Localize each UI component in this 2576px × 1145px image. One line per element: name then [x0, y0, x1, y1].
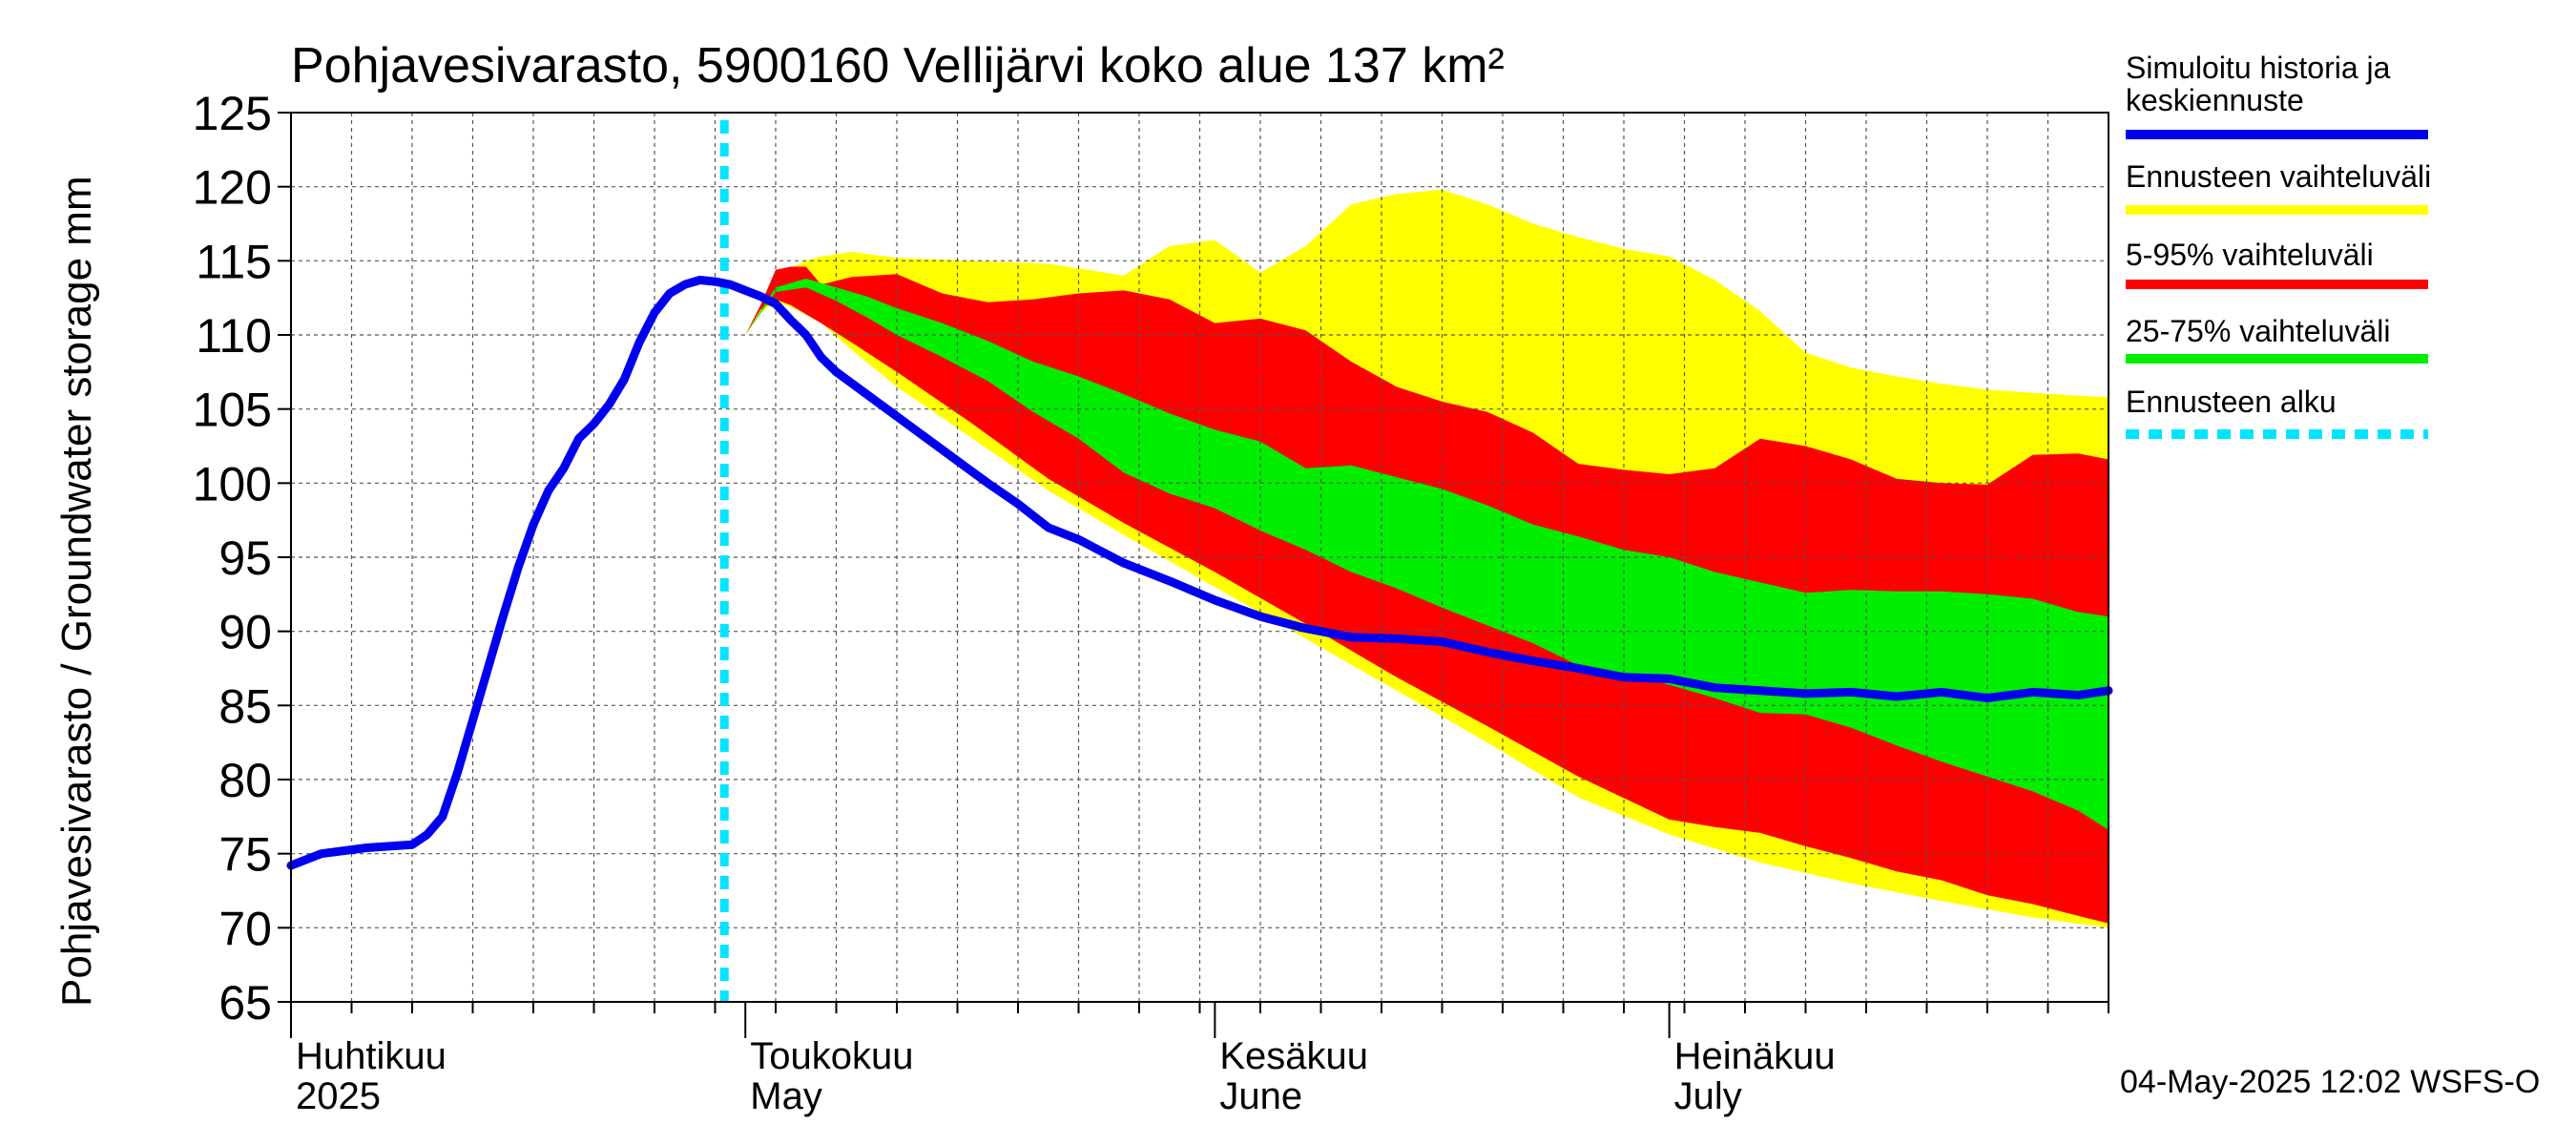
legend-label: Ennusteen alku — [2126, 385, 2337, 419]
y-tick-label: 65 — [218, 976, 272, 1030]
y-tick-label: 80 — [218, 754, 272, 807]
legend-label-line2: keskiennuste — [2126, 83, 2304, 117]
y-tick-label: 115 — [196, 235, 272, 288]
legend-label: Ennusteen vaihteluväli — [2126, 159, 2431, 194]
y-tick-label: 70 — [218, 902, 272, 955]
legend-label: 5-95% vaihteluväli — [2126, 238, 2374, 272]
month-label-secondary: 2025 — [296, 1075, 381, 1117]
y-tick-label: 120 — [193, 161, 272, 215]
y-tick-label: 75 — [218, 828, 272, 882]
y-axis-label: Pohjavesivarasto / Groundwater storage m… — [53, 176, 100, 1007]
legend-label: Simuloitu historia ja — [2126, 51, 2391, 85]
y-tick-label: 110 — [196, 309, 272, 363]
month-label: Kesäkuu — [1219, 1035, 1368, 1077]
y-tick-label: 95 — [218, 531, 272, 585]
month-label-secondary: June — [1219, 1075, 1302, 1117]
y-tick-label: 105 — [193, 384, 272, 437]
chart-title: Pohjavesivarasto, 5900160 Vellijärvi kok… — [291, 38, 1505, 94]
footer-timestamp: 04-May-2025 12:02 WSFS-O — [2120, 1064, 2540, 1100]
main-series-layer — [286, 276, 2113, 870]
legend-label: 25-75% vaihteluväli — [2126, 314, 2391, 348]
month-label: Heinäkuu — [1674, 1035, 1836, 1077]
y-tick-label: 85 — [218, 679, 272, 733]
y-axis-ticks: 65 70 75 80 85 90 95 100 105 110 115 120 125 — [193, 87, 291, 1030]
y-tick-label: 100 — [193, 457, 272, 510]
month-label: Toukokuu — [750, 1035, 913, 1077]
y-tick-label: 125 — [193, 87, 272, 140]
y-tick-label: 90 — [218, 606, 272, 659]
month-label-secondary: July — [1674, 1075, 1742, 1117]
month-label: Huhtikuu — [296, 1035, 447, 1077]
simulated-mean-line — [286, 276, 2113, 870]
grid-lines — [290, 112, 2109, 1003]
month-label-secondary: May — [750, 1075, 822, 1117]
